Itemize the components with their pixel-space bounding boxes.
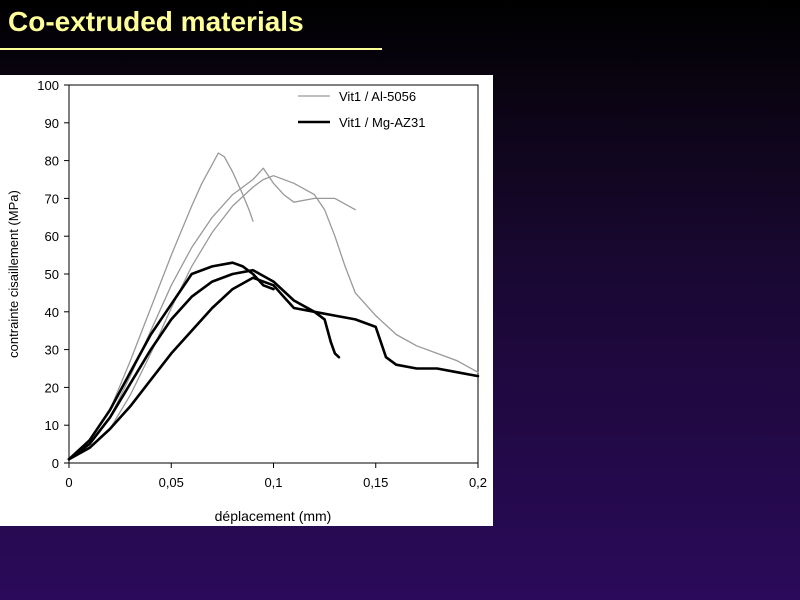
legend-label: Vit1 / Mg-AZ31 [339,115,425,130]
mg-az31-curve [67,268,341,461]
y-axis-label: contrainte cisaillement (MPa) [6,190,21,358]
y-tick-label: 50 [45,267,59,282]
mg-az31-curve [67,261,275,461]
x-tick-label: 0,2 [469,475,487,490]
al-5056-curve [68,175,479,460]
legend: Vit1 / Al-5056 Vit1 / Mg-AZ31 [298,89,425,130]
x-tick-label: 0,1 [264,475,282,490]
x-axis: 0 0,05 0,1 0,15 0,2 [65,463,487,490]
shear-stress-chart: 0 10 20 30 40 50 60 70 80 90 100 0 0,05 0,1 0,15 0,2 V… [6,78,487,524]
y-tick-label: 100 [37,78,59,93]
mg-az31-curve [67,276,480,461]
y-tick-label: 0 [52,456,59,471]
x-axis-label: déplacement (mm) [215,508,332,524]
x-tick-label: 0,05 [159,475,184,490]
al-5056-curve [68,152,254,460]
y-tick-label: 40 [45,305,59,320]
y-tick-label: 10 [45,418,59,433]
slide-title: Co-extruded materials [8,6,304,37]
y-tick-label: 60 [45,229,59,244]
al-5056-curve [68,167,356,460]
x-tick-label: 0,15 [363,475,388,490]
y-tick-label: 70 [45,191,59,206]
title-underline [0,48,382,50]
series-layer [67,152,480,461]
y-tick-label: 20 [45,380,59,395]
y-tick-label: 30 [45,343,59,358]
y-tick-label: 80 [45,154,59,169]
legend-label: Vit1 / Al-5056 [339,89,416,104]
y-axis: 0 10 20 30 40 50 60 70 80 90 100 [37,78,69,471]
chart-panel: 0 10 20 30 40 50 60 70 80 90 100 0 0,05 0,1 0,15 0,2 V… [0,75,493,526]
y-tick-label: 90 [45,116,59,131]
x-tick-label: 0 [65,475,72,490]
